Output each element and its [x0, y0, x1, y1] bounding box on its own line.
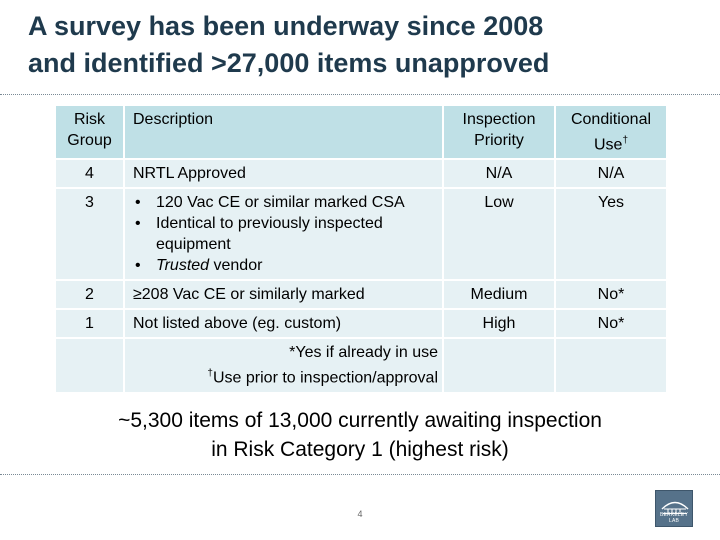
- cell-description: ≥208 Vac CE or similarly marked: [123, 279, 444, 311]
- slide-title: A survey has been underway since 2008 an…: [28, 8, 708, 82]
- header-inspection-priority: Inspection Priority: [442, 103, 556, 161]
- header-conditional-use: Conditional Use†: [554, 103, 668, 161]
- bullet-list: 120 Vac CE or similar marked CSA Identic…: [133, 192, 438, 276]
- cell-group: 1: [54, 308, 125, 340]
- footnote-1: *Yes if already in use: [289, 344, 438, 362]
- cell-description: 120 Vac CE or similar marked CSA Identic…: [123, 187, 444, 282]
- title-line-2: and identified >27,000 items unapproved: [28, 48, 550, 78]
- cell-conditional: No*: [554, 308, 668, 340]
- logo-text: BERKELEY LAB: [659, 512, 688, 524]
- risk-group-table: Risk Group Description Inspection Priori…: [54, 103, 668, 394]
- footer-divider: [0, 474, 720, 475]
- dagger-mark: †: [207, 368, 213, 380]
- lab-building-icon: [661, 501, 689, 514]
- header-risk-group: Risk Group: [54, 103, 125, 161]
- cell-group: 2: [54, 279, 125, 311]
- cell-empty: [442, 337, 556, 394]
- footnote-2: †Use prior to inspection/approval: [207, 368, 438, 387]
- cell-description: Not listed above (eg. custom): [123, 308, 444, 340]
- table-row: 1 Not listed above (eg. custom) High No*: [54, 308, 668, 340]
- berkeley-lab-logo-icon: BERKELEY LAB: [655, 490, 693, 527]
- list-item: Identical to previously inspected equipm…: [133, 213, 438, 255]
- cell-priority: Low: [442, 187, 556, 282]
- list-item: 120 Vac CE or similar marked CSA: [133, 192, 438, 213]
- list-item: Trusted vendor: [133, 255, 438, 276]
- cell-conditional: No*: [554, 279, 668, 311]
- cell-group: 4: [54, 158, 125, 190]
- cell-empty: [54, 337, 125, 394]
- header-description: Description: [123, 103, 444, 161]
- cell-conditional: Yes: [554, 187, 668, 282]
- dagger-mark: †: [622, 135, 628, 146]
- cell-description: NRTL Approved: [123, 158, 444, 190]
- page-number: 4: [357, 509, 363, 519]
- table-row: 2 ≥208 Vac CE or similarly marked Medium…: [54, 279, 668, 311]
- summary-text: ~5,300 items of 13,000 currently awaitin…: [40, 406, 680, 464]
- footnotes: *Yes if already in use †Use prior to ins…: [123, 337, 444, 394]
- cell-conditional: N/A: [554, 158, 668, 190]
- cell-priority: Medium: [442, 279, 556, 311]
- table-row: 3 120 Vac CE or similar marked CSA Ident…: [54, 187, 668, 282]
- cell-group: 3: [54, 187, 125, 282]
- summary-line-1: ~5,300 items of 13,000 currently awaitin…: [118, 409, 602, 432]
- footnote-row: *Yes if already in use †Use prior to ins…: [54, 337, 668, 394]
- table-header-row: Risk Group Description Inspection Priori…: [54, 103, 668, 161]
- title-divider: [0, 94, 720, 95]
- summary-line-2: in Risk Category 1 (highest risk): [211, 438, 509, 461]
- italic-text: Trusted: [156, 257, 210, 275]
- table-row: 4 NRTL Approved N/A N/A: [54, 158, 668, 190]
- list-item-text: vendor: [209, 257, 263, 275]
- cell-priority: High: [442, 308, 556, 340]
- cell-empty: [554, 337, 668, 394]
- cell-priority: N/A: [442, 158, 556, 190]
- title-line-1: A survey has been underway since 2008: [28, 11, 544, 41]
